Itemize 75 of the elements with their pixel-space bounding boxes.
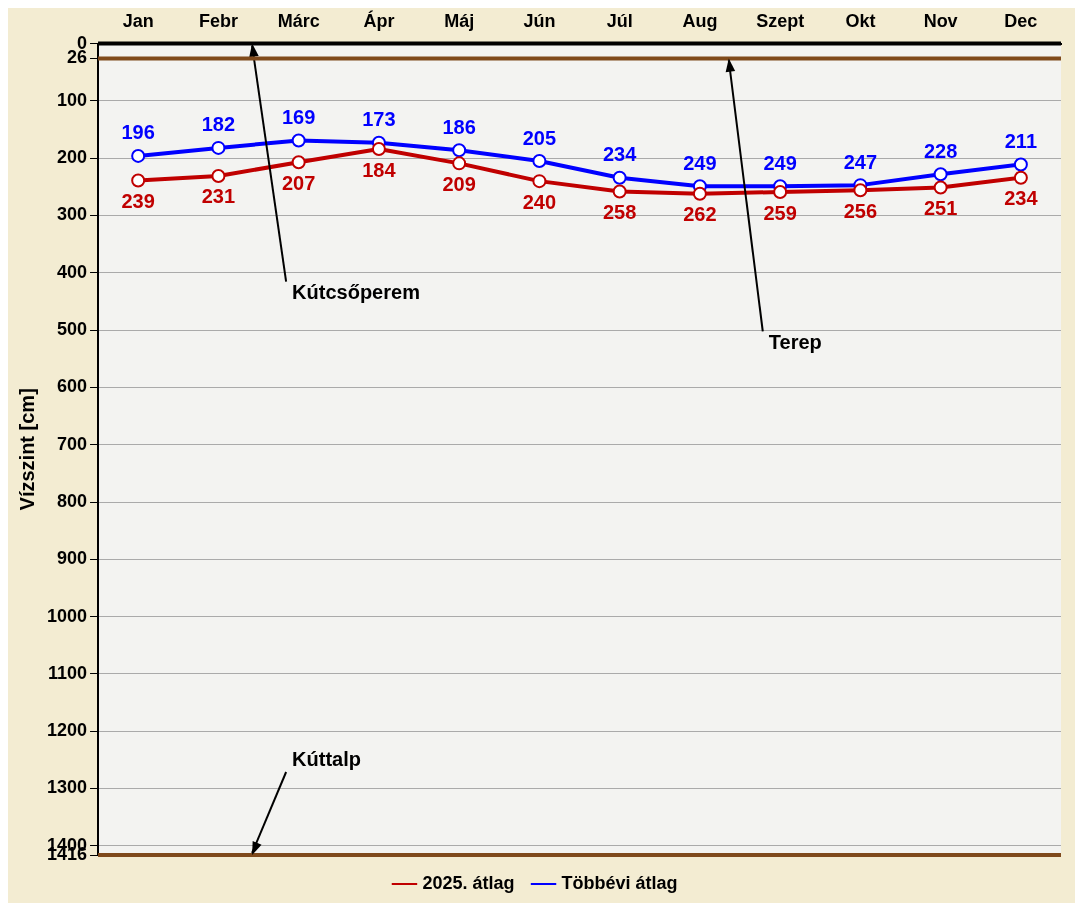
data-label: 259	[763, 201, 797, 224]
data-label: 240	[522, 190, 557, 213]
x-tick-label: Okt	[845, 10, 876, 31]
data-label: 249	[683, 151, 717, 174]
x-tick-label: Ápr	[363, 9, 395, 31]
point	[853, 183, 868, 198]
x-tick-label: Szept	[756, 10, 805, 31]
point	[452, 143, 467, 158]
data-label: 234	[1004, 187, 1039, 210]
point	[1013, 170, 1028, 185]
legend-label: 2025. átlag	[422, 872, 515, 893]
point	[211, 168, 226, 183]
ref-line-label: Kúttalp	[292, 747, 362, 770]
y-tick-label: 1100	[47, 662, 88, 683]
y-tick-label: 900	[57, 548, 88, 569]
y-tick-label: 1000	[47, 605, 88, 626]
point	[291, 133, 306, 148]
y-tick-label: 600	[57, 376, 88, 397]
data-label: 239	[121, 190, 155, 213]
x-tick-label: Jún	[523, 10, 556, 31]
data-label: 205	[522, 126, 557, 149]
point	[532, 154, 547, 169]
point	[933, 180, 948, 195]
x-tick-label: Máj	[444, 10, 475, 31]
data-label: 231	[201, 185, 236, 208]
data-label: 211	[1004, 130, 1038, 153]
point	[1013, 157, 1028, 172]
data-label: 169	[281, 105, 316, 128]
point	[131, 148, 146, 163]
ref-line-label: Kútcsőperem	[292, 281, 420, 304]
data-label: 251	[923, 196, 958, 219]
point	[773, 185, 788, 200]
legend-label: Többévi átlag	[561, 872, 678, 893]
x-tick-label: Dec	[1004, 10, 1038, 31]
data-label: 262	[683, 203, 717, 226]
y-tick-label: 300	[57, 204, 88, 225]
data-label: 184	[362, 158, 397, 181]
x-tick-label: Jan	[122, 10, 154, 31]
y-axis-title: Vízszint [cm]	[15, 388, 38, 511]
y-tick-label: 1300	[47, 777, 88, 798]
y-tick-label: 200	[57, 147, 88, 168]
data-label: 247	[843, 150, 878, 173]
data-label: 196	[121, 121, 155, 144]
point	[692, 186, 707, 201]
data-label: 234	[602, 143, 638, 166]
point	[131, 173, 146, 188]
x-tick-label: Aug	[682, 10, 718, 31]
data-label: 207	[281, 171, 316, 194]
y-tick-label: 400	[57, 261, 88, 282]
y-tick-label: 100	[57, 89, 88, 110]
data-label: 182	[201, 113, 236, 136]
x-tick-label: Febr	[198, 10, 238, 31]
data-label: 258	[602, 200, 637, 223]
ref-line-label: Terep	[768, 331, 822, 354]
x-tick-label: Júl	[606, 10, 633, 31]
x-tick-label: Márc	[277, 10, 320, 31]
point	[612, 170, 627, 185]
data-label: 256	[843, 199, 878, 222]
data-label: 209	[442, 172, 476, 195]
point	[371, 142, 386, 157]
data-label: 249	[763, 151, 797, 174]
point	[452, 156, 467, 171]
data-label: 173	[362, 108, 396, 131]
point	[532, 174, 547, 189]
y-tick-label: 1200	[47, 720, 88, 741]
x-tick-label: Nov	[923, 10, 958, 31]
point	[612, 184, 627, 199]
y-tick-label: 700	[57, 433, 88, 454]
y-tick-label: 500	[57, 319, 88, 340]
data-label: 186	[442, 115, 476, 138]
data-label: 228	[923, 139, 958, 162]
point	[211, 140, 226, 155]
point	[291, 155, 306, 170]
point	[933, 167, 948, 182]
y-tick-label: 800	[57, 490, 88, 511]
